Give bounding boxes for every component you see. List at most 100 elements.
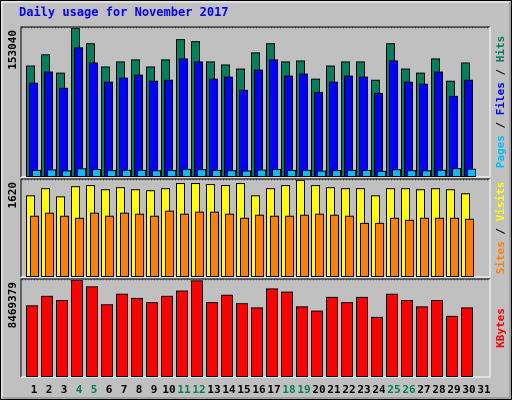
x-tick-label: 1 [31, 383, 38, 396]
bar [209, 78, 218, 177]
bar [236, 303, 248, 377]
bar [389, 60, 398, 178]
bar [59, 87, 68, 177]
x-tick-label: 22 [342, 383, 355, 396]
bar [107, 170, 116, 178]
bar [149, 80, 158, 177]
bar [401, 300, 413, 377]
bar [371, 316, 383, 377]
bar [362, 169, 371, 177]
bar [390, 217, 399, 278]
bar [179, 58, 188, 178]
bar [434, 71, 443, 177]
bar [119, 77, 128, 177]
bar [404, 81, 413, 177]
bar [225, 213, 234, 277]
bar [317, 170, 326, 178]
bar [131, 297, 143, 377]
bar [299, 73, 308, 177]
bar [386, 293, 398, 377]
bar [26, 305, 38, 378]
bar [345, 215, 354, 277]
x-tick-label: 31 [477, 383, 491, 396]
bar [194, 61, 203, 178]
bar [89, 62, 98, 178]
bar [224, 76, 233, 177]
bar [92, 169, 101, 177]
bar [191, 280, 203, 378]
x-tick-label: 2 [46, 383, 53, 396]
bar [150, 215, 159, 277]
bar [41, 295, 53, 377]
bar [257, 169, 266, 178]
plot-bevel [20, 26, 490, 177]
y-tick-label: 1620 [6, 182, 19, 209]
bar [104, 81, 113, 177]
bar [326, 296, 338, 377]
legend-entry: Visits [494, 182, 507, 222]
bar [122, 169, 131, 178]
bar [360, 222, 369, 277]
bar [302, 169, 311, 178]
chart-title: Daily usage for November 2017 [19, 5, 229, 19]
bar [272, 168, 281, 178]
legend-entry: Pages [494, 135, 507, 168]
bar [146, 302, 158, 377]
bar [435, 217, 444, 278]
x-tick-label: 7 [121, 383, 128, 396]
bar [422, 170, 431, 178]
x-tick-label: 12 [192, 383, 205, 396]
plot-bevel [20, 278, 490, 377]
bar [180, 213, 189, 277]
bar [152, 170, 161, 178]
bar [374, 92, 383, 177]
legend: Sites / Visits [494, 182, 507, 275]
x-tick-label: 5 [91, 383, 98, 396]
bar [167, 169, 176, 177]
bar [44, 71, 53, 177]
bar [269, 59, 278, 177]
bar [420, 217, 429, 278]
bar [296, 306, 308, 378]
bar [221, 294, 233, 377]
bar [446, 315, 458, 377]
x-tick-label: 25 [387, 383, 400, 396]
x-tick-label: 30 [462, 383, 475, 396]
bar [182, 168, 191, 178]
bar [344, 75, 353, 177]
bar [270, 215, 279, 277]
bar [30, 215, 39, 277]
bar [176, 290, 188, 378]
bar [465, 218, 474, 278]
bar [116, 293, 128, 377]
bar [254, 69, 263, 177]
bar [407, 170, 416, 177]
x-tick-label: 6 [106, 383, 113, 396]
bar [71, 280, 83, 377]
legend: KBytes [494, 308, 507, 348]
bar [449, 95, 458, 177]
bar [437, 169, 446, 178]
bar [356, 296, 368, 377]
bar [32, 169, 41, 177]
bar [377, 170, 386, 177]
bar [164, 79, 173, 177]
bar [281, 291, 293, 377]
bar [45, 212, 54, 278]
legend-entry: Hits [494, 36, 507, 63]
bar [419, 83, 428, 177]
bar [120, 212, 129, 278]
bar [405, 219, 414, 277]
bar [74, 47, 83, 178]
x-tick-label: 4 [76, 383, 83, 396]
bar [431, 300, 443, 377]
bar [212, 169, 221, 177]
x-tick-label: 29 [447, 383, 460, 396]
bar [90, 212, 99, 278]
x-tick-label: 13 [207, 383, 220, 396]
bar [210, 211, 219, 278]
